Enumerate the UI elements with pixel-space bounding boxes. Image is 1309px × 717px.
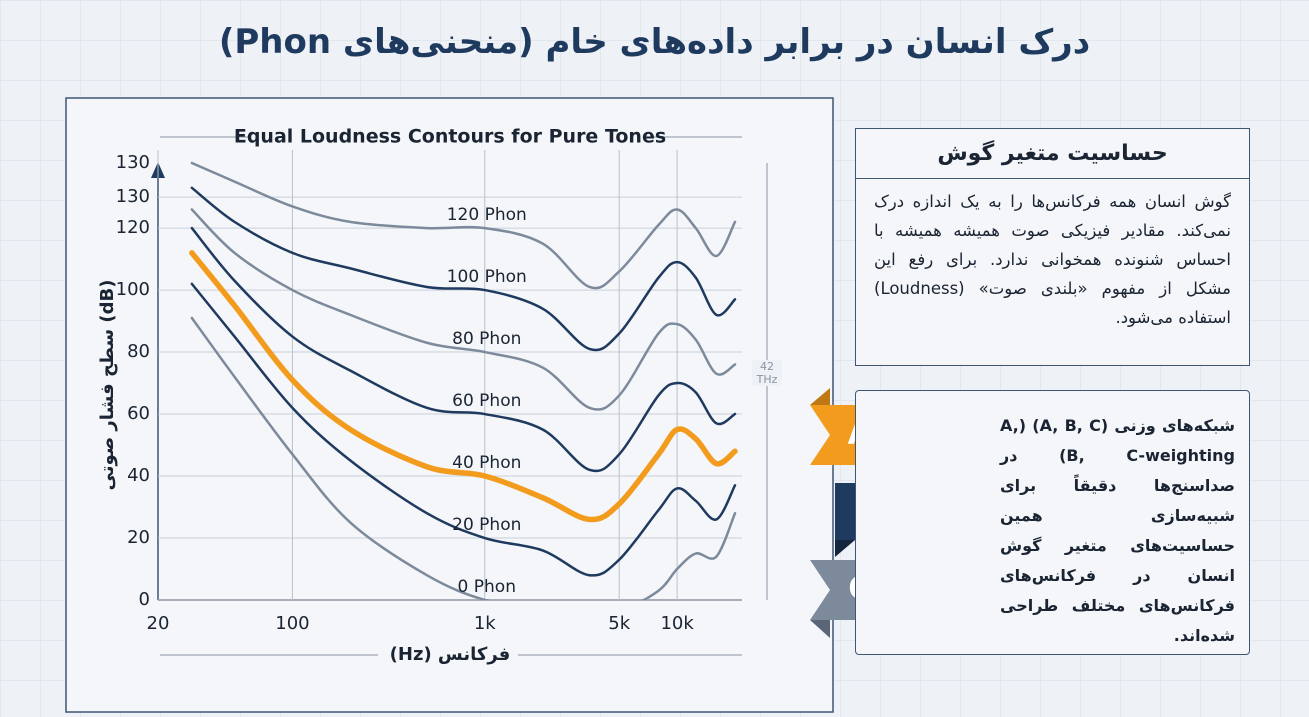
y-axis-label: سطح فشار صوتی (dB) bbox=[97, 280, 118, 491]
series-line bbox=[190, 161, 737, 290]
series-label: 100 Phon bbox=[447, 267, 527, 287]
y-tick-label: 130 bbox=[116, 186, 150, 207]
series-label: 40 Phon bbox=[452, 453, 521, 473]
series-line bbox=[190, 186, 737, 352]
y-tick-label: 20 bbox=[127, 527, 150, 548]
series-line bbox=[190, 208, 737, 411]
plot: 0 20 40 60 80 100 120 130 20 100 1k 5k 10k 0 Phon 20 P… bbox=[116, 150, 742, 634]
panel-body: گوش انسان همه فرکانس‌ها را به یک اندازه … bbox=[874, 192, 1231, 327]
chart-frame bbox=[65, 97, 834, 713]
series-label: 120 Phon bbox=[447, 205, 527, 225]
series-line bbox=[190, 316, 737, 600]
x-tick-label: 5k bbox=[608, 613, 630, 634]
badge-fold bbox=[835, 540, 855, 557]
x-tick-label: 10k bbox=[660, 613, 694, 634]
chart-title: Equal Loudness Contours for Pure Tones bbox=[234, 126, 666, 148]
title-bg bbox=[248, 124, 648, 150]
y-tick-label: 100 bbox=[116, 279, 150, 300]
y-tick-label: 0 bbox=[139, 589, 150, 610]
series-label: 60 Phon bbox=[452, 391, 521, 411]
badge-fold bbox=[810, 388, 830, 405]
series-label: 20 Phon bbox=[452, 515, 521, 535]
series-line bbox=[190, 282, 737, 577]
y-tick-label: 60 bbox=[127, 403, 150, 424]
y-tick-label: 120 bbox=[116, 217, 150, 238]
y-tick-label: 80 bbox=[127, 341, 150, 362]
page-title: درک انسان در برابر داده‌های خام (منحنی‌ه… bbox=[218, 22, 1091, 62]
sensitivity-panel: حساسیت متغیر گوش گوش انسان همه فرکانس‌ها… bbox=[855, 128, 1250, 366]
y-axis-top-label: 130 bbox=[116, 152, 150, 173]
y-tick-label: 40 bbox=[127, 465, 150, 486]
x-tick-label: 100 bbox=[275, 613, 309, 634]
series-group bbox=[189, 161, 738, 600]
x-axis-label: فرکانس (Hz) bbox=[390, 644, 511, 665]
weighting-panel: شبکه‌های وزنی (A, B, C) (A, B, C-weighti… bbox=[855, 390, 1250, 655]
badge-fold bbox=[810, 620, 830, 638]
x-tick-label: 1k bbox=[474, 613, 496, 634]
series-line bbox=[189, 250, 738, 523]
series-label: 80 Phon bbox=[452, 329, 521, 349]
series-line bbox=[190, 226, 737, 473]
x-label-bg bbox=[378, 642, 518, 668]
series-label: 0 Phon bbox=[458, 577, 516, 597]
x-tick-label: 20 bbox=[147, 613, 170, 634]
panel-heading: حساسیت متغیر گوش bbox=[856, 129, 1249, 179]
panel-body: شبکه‌های وزنی (A, B, C) (A, B, C-weighti… bbox=[1000, 416, 1236, 645]
annotation: 42 THz bbox=[752, 360, 782, 386]
